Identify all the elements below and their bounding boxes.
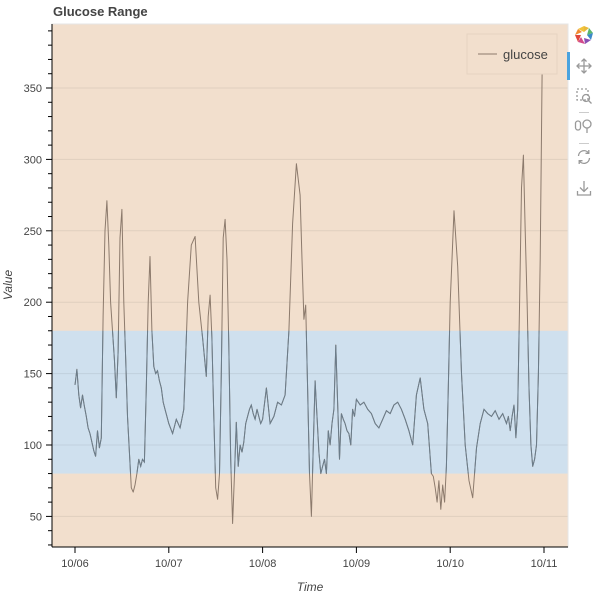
glucose-line bbox=[74, 73, 544, 524]
y-tick-label: 350 bbox=[24, 83, 42, 95]
chart-title: Glucose Range bbox=[53, 4, 148, 19]
save-icon[interactable] bbox=[573, 177, 595, 199]
axes: 50 100 150 200 250 300 350 10/06 10/07 10/08 10/09… bbox=[24, 24, 568, 570]
x-tick-label: 10/11 bbox=[531, 558, 558, 570]
bokeh-logo-icon[interactable] bbox=[573, 24, 595, 46]
y-tick-label: 300 bbox=[24, 154, 42, 166]
active-tool-indicator bbox=[567, 52, 570, 80]
reset-icon[interactable] bbox=[573, 146, 595, 168]
y-tick-label: 250 bbox=[24, 226, 42, 238]
legend-label: glucose bbox=[503, 47, 548, 62]
x-tick-label: 10/09 bbox=[343, 558, 371, 570]
x-axis-label: Time bbox=[297, 580, 324, 594]
toolbar-divider bbox=[579, 112, 589, 113]
box-zoom-icon[interactable] bbox=[573, 85, 595, 107]
wheel-zoom-icon[interactable] bbox=[573, 115, 595, 137]
legend: glucose bbox=[466, 33, 558, 75]
x-tick-label: 10/10 bbox=[436, 558, 464, 570]
x-tick-label: 10/07 bbox=[155, 558, 183, 570]
y-axis-label: Value bbox=[1, 270, 15, 301]
y-tick-label: 50 bbox=[30, 511, 42, 523]
y-tick-label: 200 bbox=[24, 297, 42, 309]
x-tick-label: 10/06 bbox=[61, 558, 89, 570]
plot-area bbox=[51, 23, 569, 548]
y-tick-label: 150 bbox=[24, 369, 42, 381]
toolbar-divider bbox=[579, 143, 589, 144]
pan-tool-icon[interactable] bbox=[573, 55, 595, 77]
x-tick-label: 10/08 bbox=[249, 558, 277, 570]
target-range-band bbox=[52, 330, 568, 474]
y-tick-label: 100 bbox=[24, 440, 42, 452]
